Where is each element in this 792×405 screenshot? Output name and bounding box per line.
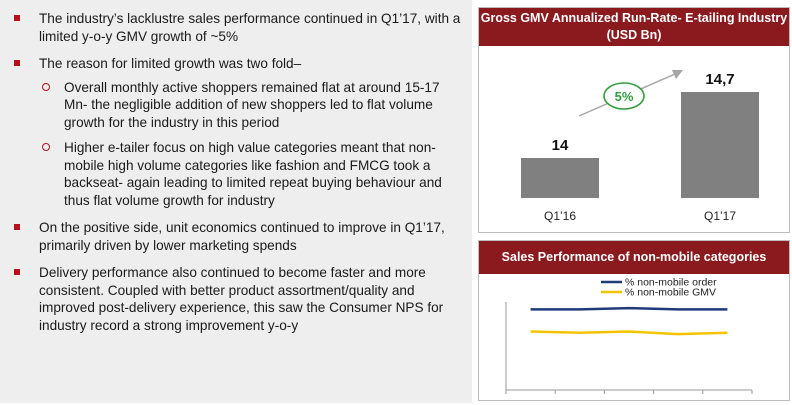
bullet-text: Delivery performance also continued to b… [39, 265, 444, 333]
growth-arrow-head-icon [672, 70, 683, 79]
square-bullet-icon [14, 60, 20, 66]
bar-value-label: 14 [552, 137, 569, 154]
gmv-chart-title: Gross GMV Annualized Run-Rate- E-tailing… [479, 8, 789, 46]
legend-label: % non-mobile order [625, 277, 717, 289]
summary-panel: The industry’s lacklustre sales performa… [0, 0, 472, 403]
sub-bullet-text: Higher e-tailer focus on high value cate… [64, 140, 442, 208]
bar-value-label: 14,7 [705, 71, 734, 88]
sub-bullet-item: Higher e-tailer focus on high value cate… [12, 139, 462, 209]
gmv-bar-chart: 14 Q1’16 14,7 Q1’17 5% [521, 70, 759, 223]
non-mobile-line-chart: Q1’16Q2Q3Q4Q1’17% non-mobile order% non-… [505, 277, 753, 405]
bullet-list: The industry’s lacklustre sales performa… [12, 10, 462, 334]
bullet-text: The industry’s lacklustre sales performa… [39, 11, 461, 44]
bullet-item: The reason for limited growth was two fo… [12, 55, 462, 209]
square-bullet-icon [14, 15, 20, 21]
series-line-1 [530, 330, 728, 336]
bullet-text: The reason for limited growth was two fo… [39, 56, 302, 71]
square-bullet-icon [14, 269, 20, 275]
series-line-0 [530, 306, 728, 311]
growth-badge [603, 82, 645, 110]
bullet-item: Delivery performance also continued to b… [12, 264, 462, 334]
bullet-item: On the positive side, unit economics con… [12, 219, 462, 254]
non-mobile-chart-panel: Sales Performance of non-mobile categori… [478, 240, 790, 405]
bullet-text: On the positive side, unit economics con… [39, 220, 445, 253]
non-mobile-chart-title: Sales Performance of non-mobile categori… [479, 241, 789, 274]
bar-0 [521, 158, 599, 198]
gmv-chart-panel: Gross GMV Annualized Run-Rate- E-tailing… [478, 7, 790, 233]
circle-bullet-icon [42, 82, 50, 91]
x-tick-label: Q1’17 [704, 209, 736, 223]
sub-bullet-text: Overall monthly active shoppers remained… [64, 79, 440, 130]
circle-bullet-icon [42, 143, 50, 151]
square-bullet-icon [14, 224, 20, 230]
bullet-item: The industry’s lacklustre sales performa… [12, 10, 462, 45]
x-tick-label: Q1’16 [544, 209, 576, 223]
legend-label: % non-mobile GMV [625, 287, 716, 299]
bar-1 [681, 92, 759, 198]
sub-bullet-list: Overall monthly active shoppers remained… [39, 79, 462, 210]
growth-badge-label: 5% [615, 89, 634, 104]
sub-bullet-item: Overall monthly active shoppers remained… [12, 79, 462, 132]
